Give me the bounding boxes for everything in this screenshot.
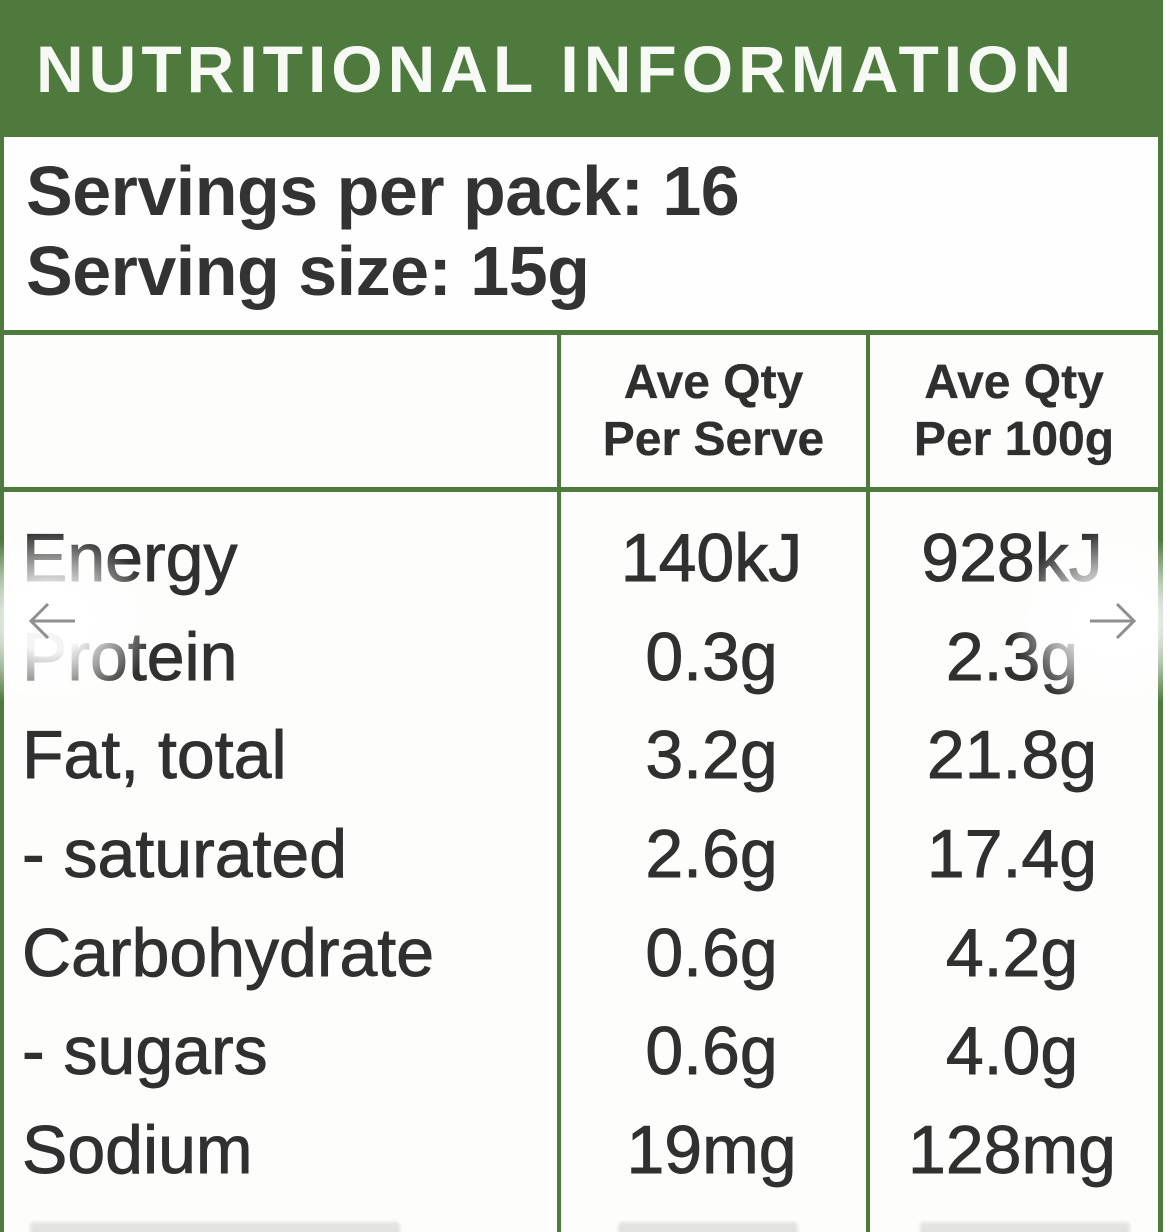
table-divider-col1	[557, 333, 561, 1232]
arrow-left-icon	[27, 599, 77, 643]
nutrient-per-100g: 21.8g	[926, 717, 1098, 794]
nutrient-per-serve: 2.6g	[645, 816, 778, 893]
nutrient-name: - saturated	[22, 816, 348, 893]
table-divider-col2	[866, 333, 870, 1232]
column-header-per-100g-line1: Ave Qty	[924, 356, 1104, 409]
nutrient-per-serve: 0.3g	[645, 618, 778, 695]
nutrient-per-serve: 0.6g	[645, 914, 778, 991]
table-row: - sugars 0.6g 4.0g	[0, 1002, 1163, 1101]
nutrient-per-serve: 0.6g	[645, 1013, 778, 1090]
nutrient-per-100g: 17.4g	[926, 816, 1098, 893]
cutoff-next-row-text-hint	[920, 1222, 1130, 1232]
nutrient-per-100g: 4.2g	[945, 914, 1079, 991]
nutrient-per-100g: 4.0g	[945, 1013, 1079, 1090]
table-row: Energy 140kJ 928kJ	[0, 509, 1163, 608]
cutoff-next-row-text-hint	[30, 1222, 400, 1232]
table-row: Protein 0.3g 2.3g	[0, 608, 1163, 707]
column-header-per-100g-line2: Per 100g	[913, 413, 1115, 466]
nutrient-name: Carbohydrate	[22, 914, 435, 991]
nutrient-name: Fat, total	[22, 717, 287, 794]
table-row: Carbohydrate 0.6g 4.2g	[0, 903, 1163, 1002]
servings-per-pack: Servings per pack: 16	[26, 152, 740, 230]
nutrient-name: - sugars	[22, 1013, 269, 1090]
nutrient-per-100g: 128mg	[908, 1111, 1117, 1188]
nutrient-per-100g: 928kJ	[921, 520, 1103, 597]
nutrient-name: Energy	[22, 520, 238, 597]
carousel-prev-button[interactable]	[27, 599, 77, 643]
column-header-per-serve: Ave Qty Per Serve	[561, 335, 866, 487]
column-header-per-100g: Ave Qty Per 100g	[870, 335, 1158, 487]
cutoff-next-row-text-hint	[618, 1222, 798, 1232]
nutrition-header-band: NUTRITIONAL INFORMATION	[0, 0, 1163, 137]
column-header-per-serve-line2: Per Serve	[602, 413, 825, 466]
table-row: Sodium 19mg 128mg	[0, 1101, 1163, 1200]
nutrient-name: Protein	[22, 618, 238, 695]
carousel-next-button[interactable]	[1088, 599, 1138, 643]
serving-size: Serving size: 15g	[26, 232, 590, 310]
nutrition-title: NUTRITIONAL INFORMATION	[36, 31, 1077, 106]
nutrient-per-serve: 3.2g	[645, 717, 778, 794]
nutrient-name: Sodium	[22, 1111, 253, 1188]
table-border-horizontal-header	[0, 487, 1163, 492]
nutrient-per-serve: 19mg	[626, 1111, 797, 1188]
table-row: - saturated 2.6g 17.4g	[0, 805, 1163, 904]
nutrition-table-body: Energy 140kJ 928kJ Protein 0.3g 2.3g Fat…	[0, 492, 1163, 1232]
table-row: Fat, total 3.2g 21.8g	[0, 706, 1163, 805]
servings-box: Servings per pack: 16 Serving size: 15g	[0, 137, 1163, 333]
nutrient-per-serve: 140kJ	[620, 520, 803, 597]
arrow-right-icon	[1088, 599, 1138, 643]
table-border-horizontal-top	[0, 330, 1163, 335]
column-header-per-serve-line1: Ave Qty	[623, 356, 804, 409]
